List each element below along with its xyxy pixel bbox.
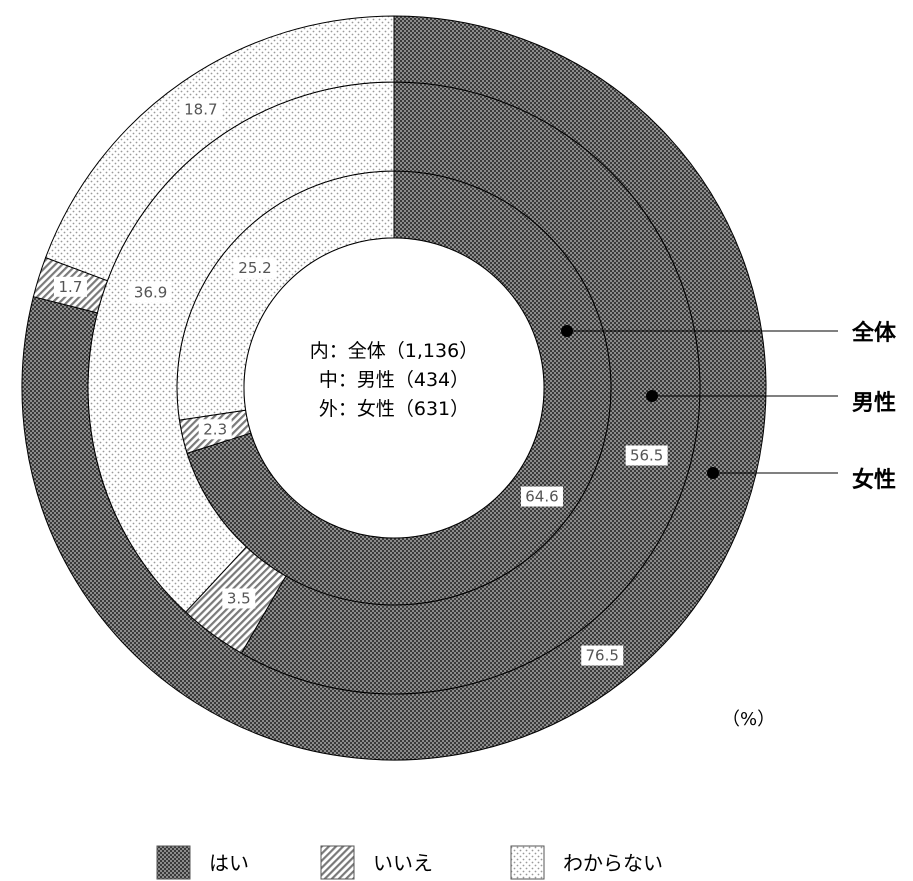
legend-item-wakaranai: わからない: [510, 845, 663, 880]
value-label-inner-iie: 2.3: [203, 420, 227, 438]
donut-slices: [21, 15, 767, 761]
value-label-bg-outer-hai: [581, 645, 624, 666]
ring-label-middle: 男性: [852, 391, 896, 416]
center-label-outer: 外：女性（631）: [319, 398, 469, 420]
center-label-inner: 内：全体（1,136）: [310, 340, 478, 362]
ring-callouts: 全体 男性 女性: [561, 320, 897, 493]
ring-label-outer: 女性: [852, 467, 896, 493]
value-label-inner-hai: 64.6: [525, 488, 558, 506]
value-label-middle-hai: 56.5: [630, 446, 663, 464]
value-label-outer-iie: 1.7: [59, 278, 83, 296]
legend-item-iie: いいえ: [320, 845, 433, 880]
value-label-middle-wakaranai: 36.9: [134, 283, 167, 301]
legend: はい いいえ わからない: [156, 845, 663, 880]
value-label-bg-middle-hai: [625, 445, 668, 466]
value-label-bg-middle-iie: [222, 588, 256, 609]
value-label-bg-outer-wakaranai: [179, 99, 222, 120]
value-label-bg-middle-wakaranai: [129, 282, 172, 303]
value-label-inner-wakaranai: 25.2: [238, 259, 271, 277]
legend-swatch-wakaranai: [510, 845, 545, 880]
legend-label-wakaranai: わからない: [563, 851, 663, 875]
value-label-bg-outer-iie: [53, 276, 87, 297]
value-label-outer-wakaranai: 18.7: [184, 100, 217, 118]
legend-swatch-hai: [156, 845, 191, 880]
legend-item-hai: はい: [156, 845, 249, 880]
donut-hole: [243, 237, 545, 539]
slice-outer-wakaranai: [44, 15, 395, 282]
value-labels: 64.6 2.3 25.2 56.5 3.5 36.9 76.5 1.7 18.7: [53, 99, 668, 666]
center-labels: 内：全体（1,136） 中：男性（434） 外：女性（631）: [310, 340, 478, 420]
legend-label-iie: いいえ: [373, 851, 433, 875]
center-label-middle: 中：男性（434）: [319, 369, 469, 391]
legend-swatch-iie: [320, 845, 355, 880]
ring-label-inner: 全体: [851, 320, 897, 346]
unit-label: （%）: [722, 709, 775, 730]
value-label-outer-hai: 76.5: [586, 647, 619, 665]
legend-label-hai: はい: [209, 851, 249, 875]
value-label-bg-inner-wakaranai: [233, 258, 276, 279]
slice-outer-hai: [21, 15, 767, 761]
value-label-middle-iie: 3.5: [227, 589, 251, 607]
value-label-bg-inner-iie: [198, 419, 232, 440]
value-label-bg-inner-hai: [520, 486, 563, 507]
